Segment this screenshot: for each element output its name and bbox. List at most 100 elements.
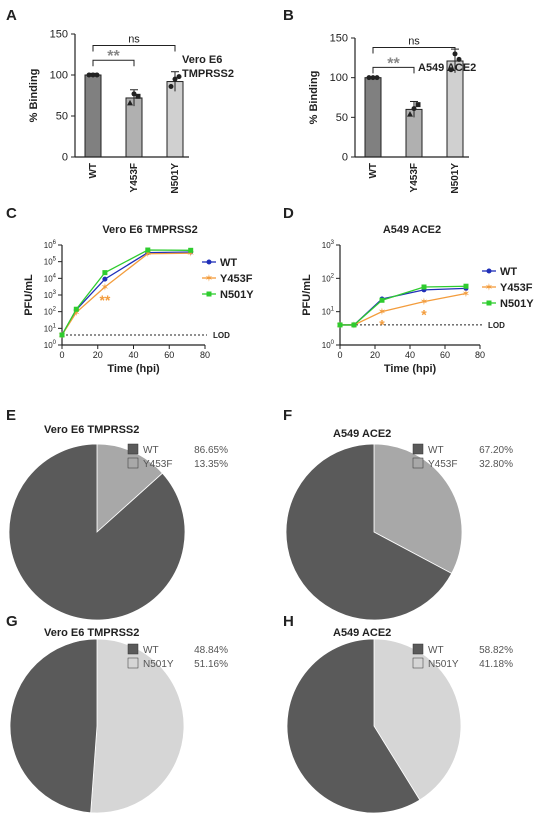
legend-swatch-y453f: [127, 457, 139, 469]
legend-value-y453f: 13.35%: [194, 459, 228, 470]
legend-label-y453f: Y453F: [143, 459, 172, 470]
legend-label-n501y: N501Y: [500, 298, 534, 310]
data-point: [374, 75, 380, 81]
point-y453f: ✶: [101, 283, 109, 294]
legend-marker-wt: [206, 259, 212, 265]
point-n501y: [145, 247, 151, 253]
legend-label-y453f: Y453F: [428, 459, 457, 470]
legend-label-wt: WT: [143, 445, 159, 456]
data-point: [411, 106, 417, 112]
x-tick-label: 40: [405, 350, 415, 360]
legend-swatch-wt: [127, 443, 139, 455]
point-n501y: [337, 322, 343, 328]
y-tick-label: 150: [330, 33, 348, 45]
y-tick-label: 103: [322, 240, 335, 250]
legend-label-wt: WT: [428, 445, 444, 456]
pie-slice-wt: [286, 638, 421, 814]
legend-marker-y453f: ✶: [205, 274, 213, 285]
panel-title: Vero E6: [182, 54, 222, 66]
legend-value-wt: 86.65%: [194, 445, 228, 456]
x-tick-label: 20: [370, 350, 380, 360]
pie-chart-h: A549 ACE2 WT 58.82% N501Y 41.18%: [286, 627, 513, 814]
pie-slice-wt: [285, 443, 453, 621]
significance-stars: **: [99, 292, 110, 308]
significance-stars: *: [421, 307, 427, 323]
point-n501y: [421, 284, 427, 290]
panel-letter-h: H: [283, 613, 294, 630]
line-chart-vero: Vero E6 TMPRSS2 100 101 102 103 104 105 106 0 20 4…: [23, 224, 254, 375]
series-line-n501y: [61, 249, 191, 336]
y-tick-label: 106: [44, 240, 57, 250]
series-line-y453f: [61, 252, 191, 336]
data-point-triangle: [407, 111, 413, 117]
x-axis-label: Time (hpi): [107, 363, 160, 375]
y-tick-label: 105: [44, 257, 57, 267]
pie-slice-wt: [8, 443, 186, 621]
pie-chart-e: Vero E6 TMPRSS2 WT 86.65% Y453F 13.35%: [8, 424, 228, 621]
line-chart-a549: A549 ACE2 100 101 102 103 0 20 40 60 80 Time (hpi)…: [301, 224, 534, 375]
x-tick-label: 80: [475, 350, 485, 360]
significance-bracket: [372, 66, 415, 74]
significance-bracket: [372, 47, 456, 54]
legend-label-wt: WT: [500, 266, 517, 278]
point-n501y: [463, 283, 469, 289]
pie-chart-f: A549 ACE2 WT 67.20% Y453F 32.80%: [285, 428, 513, 621]
y-tick-label: 103: [44, 290, 57, 300]
series-line-n501y: [340, 285, 467, 326]
x-tick-label: 20: [93, 350, 103, 360]
legend-label-n501y: N501Y: [428, 659, 459, 670]
data-point: [452, 51, 458, 57]
legend-label-wt: WT: [220, 257, 237, 269]
point-n501y: [73, 306, 79, 312]
point-y453f: ✶: [420, 297, 428, 308]
pie-slice-y453f: [373, 443, 463, 574]
panel-title: Vero E6 TMPRSS2: [44, 424, 139, 436]
x-tick-label: 0: [59, 350, 64, 360]
data-point-square: [415, 102, 421, 108]
x-tick-label-n501y: N501Y: [450, 163, 461, 194]
bar-chart-vero: 0 50 100 150 % Binding WT Y453F N501Y ** ns Vero E…: [28, 29, 234, 194]
x-tick-label-y453f: Y453F: [409, 163, 420, 192]
y-tick-label: 100: [322, 340, 335, 350]
panel-letter-b: B: [283, 7, 294, 24]
x-tick-label-wt: WT: [88, 163, 99, 179]
point-y453f: ✶: [144, 249, 152, 260]
series-line-wt: [61, 251, 191, 336]
legend-label-y453f: Y453F: [220, 273, 253, 285]
legend-swatch-wt: [412, 643, 424, 655]
x-tick-label: 60: [440, 350, 450, 360]
x-axis-label: Time (hpi): [384, 363, 437, 375]
y-tick-label: 104: [44, 273, 57, 283]
point-n501y: [351, 322, 357, 328]
panel-title: TMPRSS2: [182, 68, 234, 80]
pie-slice-n501y: [373, 638, 462, 801]
point-n501y: [59, 332, 65, 338]
point-y453f: ✶: [72, 308, 80, 319]
legend-label-wt: WT: [143, 645, 159, 656]
y-axis-label: % Binding: [28, 69, 40, 123]
point-y453f: ✶: [187, 249, 195, 260]
significance-bracket: [92, 59, 135, 67]
bar-wt: [84, 74, 102, 158]
significance-ns: ns: [128, 33, 140, 45]
x-tick-label-n501y: N501Y: [170, 163, 181, 194]
pie-chart-g: Vero E6 TMPRSS2 WT 48.84% N501Y 51.16%: [9, 627, 228, 814]
data-point: [366, 75, 372, 81]
significance-ns: ns: [408, 36, 420, 48]
point-n501y: [102, 270, 108, 276]
panel-letter-f: F: [283, 407, 292, 424]
data-point: [131, 91, 137, 97]
legend-marker-n501y: [206, 291, 212, 297]
y-tick-label: 102: [44, 307, 57, 317]
x-tick-label-y453f: Y453F: [129, 163, 140, 192]
panel-title: A549 ACE2: [418, 62, 476, 74]
legend-value-n501y: 51.16%: [194, 659, 228, 670]
legend-value-wt: 58.82%: [479, 645, 513, 656]
legend-swatch-wt: [412, 443, 424, 455]
y-axis-label: PFU/mL: [23, 274, 35, 316]
legend-marker-wt: [486, 268, 492, 274]
legend-swatch-n501y: [127, 657, 139, 669]
significance-stars: *: [379, 317, 385, 333]
y-axis-label: PFU/mL: [301, 274, 313, 316]
panel-title: A549 ACE2: [383, 224, 441, 236]
